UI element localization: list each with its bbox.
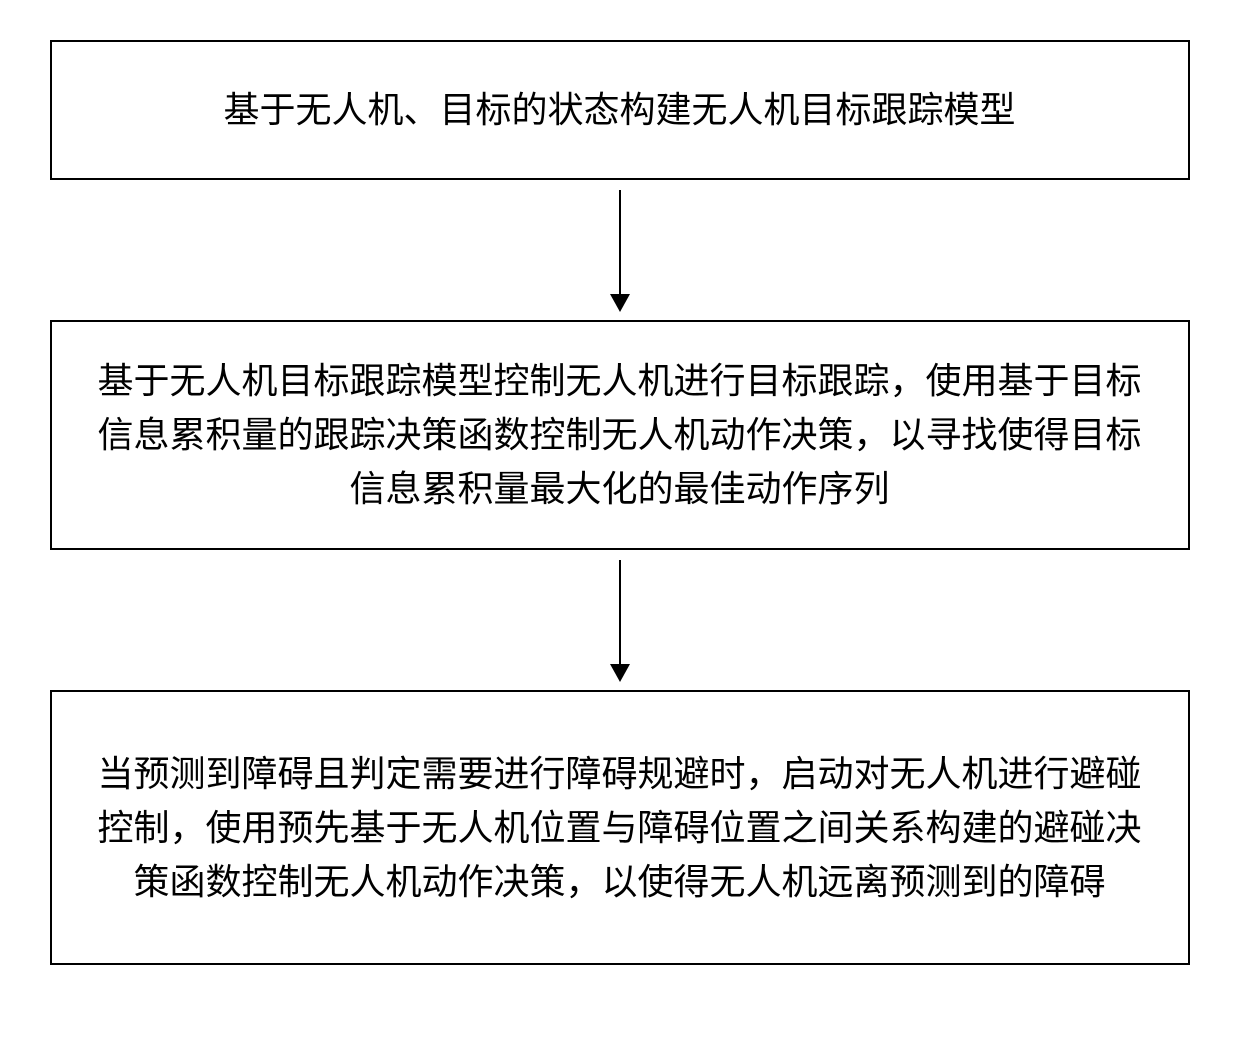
flowchart-box-1: 基于无人机、目标的状态构建无人机目标跟踪模型	[50, 40, 1190, 180]
flowchart-box-2: 基于无人机目标跟踪模型控制无人机进行目标跟踪，使用基于目标信息累积量的跟踪决策函…	[50, 320, 1190, 550]
flowchart-box-3-text: 当预测到障碍且判定需要进行障碍规避时，启动对无人机进行避碰控制，使用预先基于无人…	[82, 747, 1158, 909]
flowchart-container: 基于无人机、目标的状态构建无人机目标跟踪模型 基于无人机目标跟踪模型控制无人机进…	[0, 0, 1239, 1063]
flowchart-box-2-text: 基于无人机目标跟踪模型控制无人机进行目标跟踪，使用基于目标信息累积量的跟踪决策函…	[82, 354, 1158, 516]
arrow-2	[619, 560, 621, 680]
arrow-container-2	[0, 550, 1239, 690]
flowchart-box-1-text: 基于无人机、目标的状态构建无人机目标跟踪模型	[223, 83, 1015, 137]
arrow-container-1	[0, 180, 1239, 320]
arrow-1	[619, 190, 621, 310]
flowchart-box-3: 当预测到障碍且判定需要进行障碍规避时，启动对无人机进行避碰控制，使用预先基于无人…	[50, 690, 1190, 965]
